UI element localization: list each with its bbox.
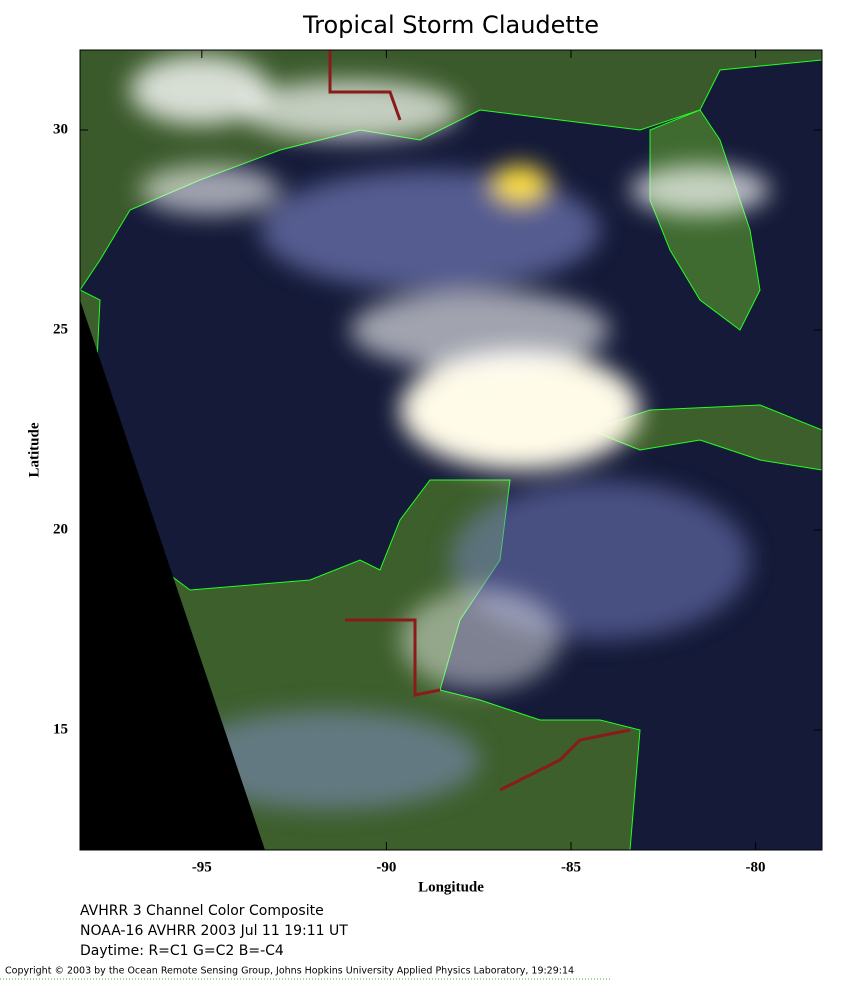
x-tick-label: -80 bbox=[746, 859, 766, 875]
y-axis-label: Latitude bbox=[26, 422, 42, 477]
title: Tropical Storm Claudette bbox=[302, 11, 599, 39]
copyright: Copyright © 2003 by the Ocean Remote Sen… bbox=[5, 966, 574, 977]
caption: Daytime: R=C1 G=C2 B=-C4 bbox=[80, 943, 284, 959]
x-tick-label: -90 bbox=[376, 859, 396, 875]
map-frame bbox=[79, 49, 823, 851]
caption: AVHRR 3 Channel Color Composite bbox=[80, 903, 324, 919]
y-tick-label: 20 bbox=[53, 521, 68, 537]
y-tick-label: 15 bbox=[53, 721, 68, 737]
y-tick-label: 25 bbox=[53, 321, 68, 337]
x-tick-label: -95 bbox=[192, 859, 212, 875]
x-tick-label: -85 bbox=[561, 859, 581, 875]
caption: NOAA-16 AVHRR 2003 Jul 11 19:11 UT bbox=[80, 923, 348, 939]
y-tick-label: 30 bbox=[53, 121, 68, 137]
x-axis-label: Longitude bbox=[418, 879, 484, 895]
axes: -95 -90 -85 -80 15 20 25 30 bbox=[53, 50, 822, 875]
satellite-image bbox=[80, 50, 822, 850]
